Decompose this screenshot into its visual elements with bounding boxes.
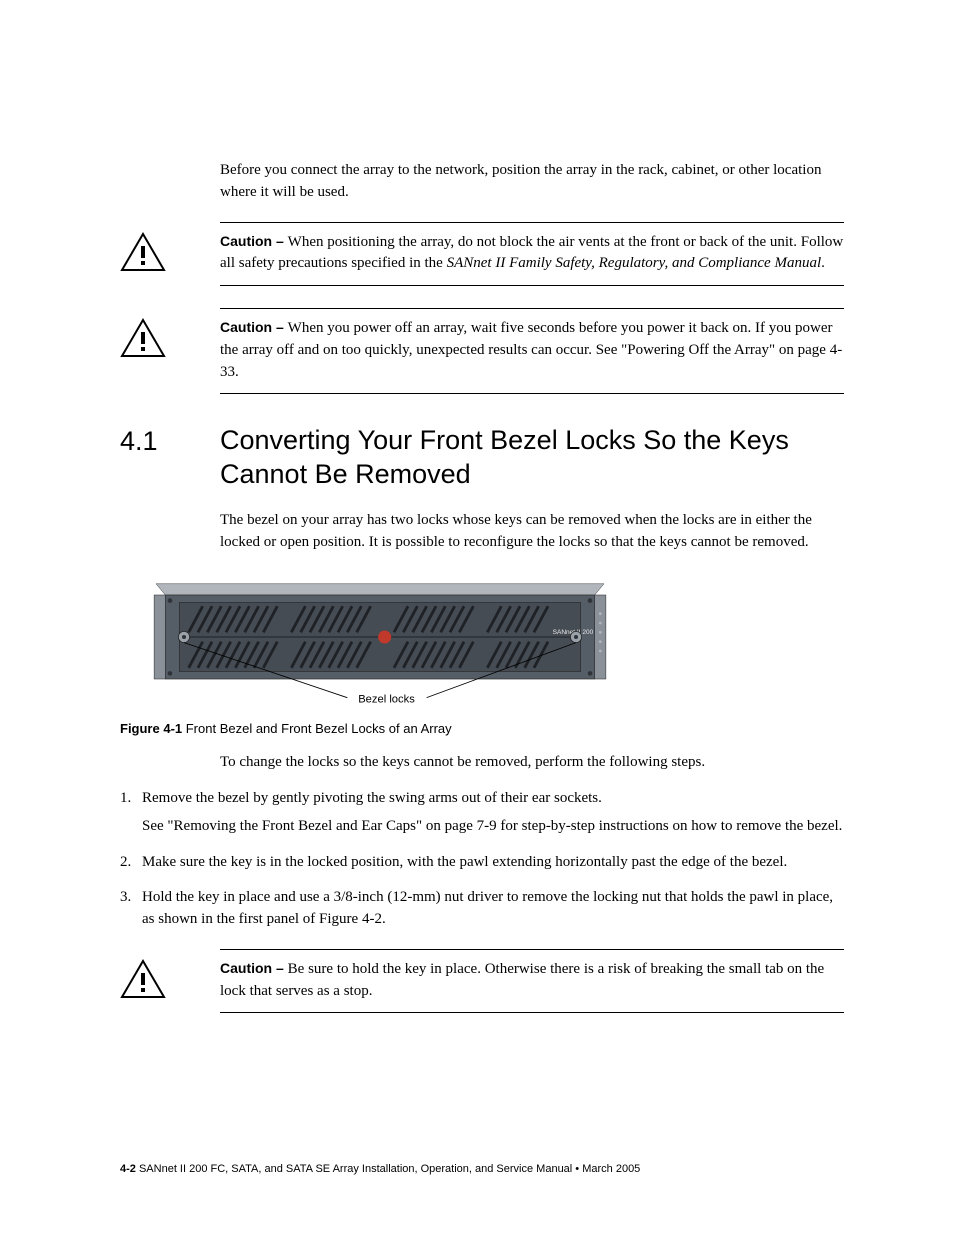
- footer-text: SANnet II 200 FC, SATA, and SATA SE Arra…: [136, 1163, 640, 1175]
- section-heading-row: 4.1 Converting Your Front Bezel Locks So…: [120, 424, 844, 492]
- step-2-main: Make sure the key is in the locked posit…: [142, 854, 787, 870]
- step-2: Make sure the key is in the locked posit…: [120, 852, 844, 874]
- caution-text-3: Caution – Be sure to hold the key in pla…: [220, 949, 844, 1014]
- intro-paragraph: Before you connect the array to the netw…: [220, 160, 844, 204]
- svg-text:Bezel locks: Bezel locks: [358, 694, 415, 706]
- caution-icon: [120, 959, 166, 999]
- caution1-part-b: .: [821, 255, 825, 271]
- step-3: Hold the key in place and use a 3/8-inch…: [120, 887, 844, 931]
- steps-list: Remove the bezel by gently pivoting the …: [120, 788, 844, 931]
- caution-text-2: Caution – When you power off an array, w…: [220, 308, 844, 394]
- footer-page-number: 4-2: [120, 1163, 136, 1175]
- section-number: 4.1: [120, 424, 220, 457]
- page-footer: 4-2 SANnet II 200 FC, SATA, and SATA SE …: [120, 1163, 844, 1175]
- step-3-main: Hold the key in place and use a 3/8-inch…: [142, 889, 833, 927]
- caution-icon: [120, 318, 166, 358]
- before-steps-paragraph: To change the locks so the keys cannot b…: [220, 752, 844, 774]
- step-1-sub: See "Removing the Front Bezel and Ear Ca…: [142, 816, 844, 838]
- caution-text-1: Caution – When positioning the array, do…: [220, 222, 844, 287]
- figure-label: Figure 4-1: [120, 721, 182, 736]
- section-title: Converting Your Front Bezel Locks So the…: [220, 424, 844, 492]
- caution2-text: When you power off an array, wait five s…: [220, 320, 842, 380]
- caution-block-3: Caution – Be sure to hold the key in pla…: [120, 949, 844, 1014]
- caution-icon: [120, 232, 166, 272]
- figure-4-1: SANnet II 200 Bezel locks: [120, 567, 844, 707]
- section-intro-paragraph: The bezel on your array has two locks wh…: [220, 510, 844, 554]
- caution-label: Caution –: [220, 233, 288, 249]
- caution-block-1: Caution – When positioning the array, do…: [120, 222, 844, 287]
- caution3-text: Be sure to hold the key in place. Otherw…: [220, 961, 824, 999]
- figure-caption: Figure 4-1 Front Bezel and Front Bezel L…: [120, 721, 844, 736]
- figure-label-rest: Front Bezel and Front Bezel Locks of an …: [182, 721, 452, 736]
- caution-block-2: Caution – When you power off an array, w…: [120, 308, 844, 394]
- caution-label: Caution –: [220, 319, 288, 335]
- caution1-italic: SANnet II Family Safety, Regulatory, and…: [447, 255, 822, 271]
- step-1-main: Remove the bezel by gently pivoting the …: [142, 790, 602, 806]
- caution-label: Caution –: [220, 960, 288, 976]
- array-illustration: SANnet II 200 Bezel locks: [120, 567, 640, 707]
- step-1: Remove the bezel by gently pivoting the …: [120, 788, 844, 838]
